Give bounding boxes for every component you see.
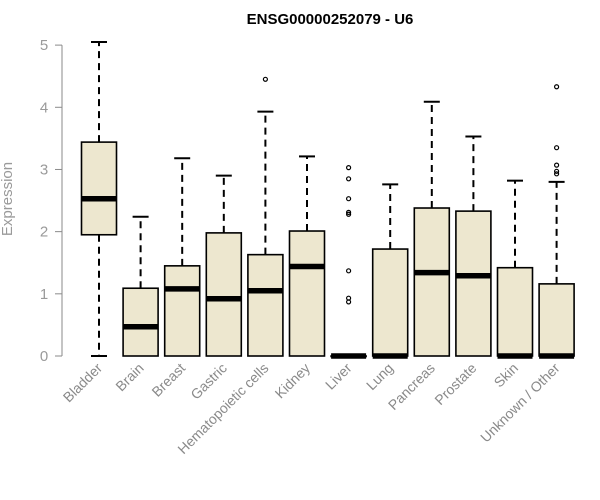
outlier-point <box>346 209 352 215</box>
box-skin <box>496 179 534 359</box>
y-axis-label: Expression <box>0 162 16 236</box>
box-bladder <box>80 41 118 357</box>
y-axis: 0 1 2 3 4 5 <box>40 37 63 365</box>
y-tick-label: 3 <box>40 161 48 178</box>
x-tick-label: Lung <box>363 360 396 393</box>
box-kidney <box>288 155 326 357</box>
box-unknown-other <box>538 84 575 359</box>
box-rect <box>205 232 243 357</box>
box-rect <box>288 230 326 357</box>
outlier-point <box>346 268 352 274</box>
x-tick-label: Brain <box>112 360 146 394</box>
y-tick-label: 5 <box>40 37 48 54</box>
x-tick-label: Kidney <box>272 360 314 402</box>
box-rect <box>371 248 409 357</box>
boxes-group <box>80 41 575 359</box>
box-rect <box>538 283 575 357</box>
outlier-point <box>346 211 352 217</box>
x-tick-label: Prostate <box>431 360 479 408</box>
chart-title: ENSG00000252079 - U6 <box>247 11 414 28</box>
box-rect <box>247 253 284 357</box>
x-tick-label: Bladder <box>60 360 106 406</box>
outlier-point <box>346 165 352 171</box>
box-breast <box>163 157 201 357</box>
box-rect <box>496 266 534 357</box>
y-tick-label: 1 <box>40 286 48 303</box>
y-tick-label: 0 <box>40 348 48 365</box>
box-rect <box>455 210 492 357</box>
y-tick-label: 2 <box>40 224 48 241</box>
outlier-point <box>346 176 352 182</box>
outlier-point <box>553 168 560 174</box>
outlier-point <box>262 76 268 82</box>
outlier-point <box>553 84 560 90</box>
box-liver <box>330 165 367 359</box>
box-lung <box>371 183 409 359</box>
outlier-point <box>346 295 352 301</box>
box-rect <box>122 287 159 357</box>
x-tick-label: Skin <box>491 360 522 391</box>
box-gastric <box>205 174 243 357</box>
outlier-point <box>553 171 560 177</box>
x-tick-label: Breast <box>148 360 188 400</box>
box-prostate <box>455 135 492 357</box>
x-tick-label: Liver <box>322 360 355 393</box>
box-rect <box>163 265 201 357</box>
box-rect <box>80 141 118 236</box>
box-pancreas <box>413 100 451 357</box>
box-hematopoietic-cells <box>247 76 284 357</box>
outlier-point <box>346 196 352 202</box>
outlier-point <box>553 145 560 151</box>
outlier-point <box>553 162 560 168</box>
box-rect <box>413 207 451 357</box>
y-tick-label: 4 <box>40 99 48 116</box>
x-tick-label: Unknown / Other <box>477 360 563 446</box>
box-brain <box>122 215 159 357</box>
